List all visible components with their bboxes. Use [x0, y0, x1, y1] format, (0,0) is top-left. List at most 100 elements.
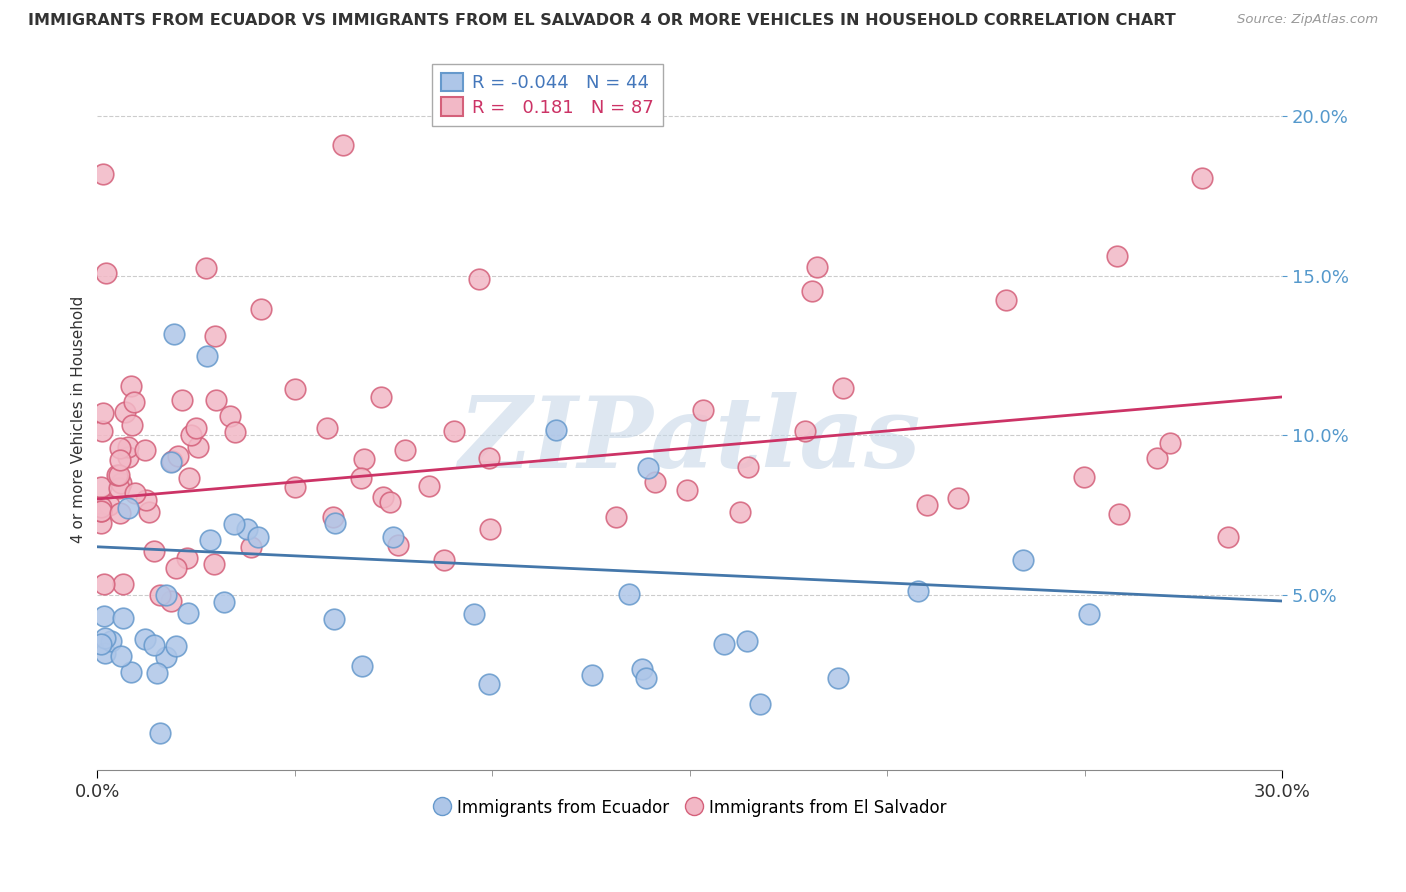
Point: [907, 583, 929, 598]
Point: [107, 467, 129, 482]
Point: [463, 607, 485, 621]
Point: [90, 480, 112, 494]
Point: [165, 561, 187, 575]
Point: [240, 540, 263, 554]
Point: [619, 587, 641, 601]
Point: [1191, 171, 1213, 186]
Point: [630, 662, 652, 676]
Point: [353, 452, 375, 467]
Point: [91, 425, 114, 439]
Point: [832, 381, 855, 395]
Point: [112, 611, 135, 625]
Point: [94, 266, 117, 280]
Point: [418, 478, 440, 492]
Point: [177, 607, 200, 621]
Point: [1146, 451, 1168, 466]
Point: [163, 327, 186, 342]
Point: [468, 272, 491, 286]
Point: [138, 505, 160, 519]
Point: [247, 531, 270, 545]
Point: [322, 509, 344, 524]
Point: [90, 500, 112, 514]
Point: [478, 523, 501, 537]
Point: [91, 406, 114, 420]
Point: [100, 634, 122, 648]
Point: [202, 557, 225, 571]
Point: [143, 638, 166, 652]
Point: [948, 491, 970, 506]
Point: [159, 593, 181, 607]
Point: [1159, 435, 1181, 450]
Point: [135, 493, 157, 508]
Point: [581, 668, 603, 682]
Point: [120, 378, 142, 392]
Point: [478, 451, 501, 466]
Point: [124, 486, 146, 500]
Point: [160, 454, 183, 468]
Point: [117, 450, 139, 464]
Text: Source: ZipAtlas.com: Source: ZipAtlas.com: [1237, 13, 1378, 27]
Point: [170, 393, 193, 408]
Point: [713, 637, 735, 651]
Point: [371, 490, 394, 504]
Point: [605, 510, 627, 524]
Point: [284, 382, 307, 396]
Point: [121, 418, 143, 433]
Point: [110, 506, 132, 520]
Point: [214, 595, 236, 609]
Point: [117, 440, 139, 454]
Point: [735, 634, 758, 648]
Point: [801, 284, 824, 298]
Point: [316, 421, 339, 435]
Point: [378, 494, 401, 508]
Point: [1073, 469, 1095, 483]
Point: [90, 504, 112, 518]
Point: [676, 483, 699, 498]
Point: [915, 498, 938, 512]
Point: [198, 533, 221, 547]
Point: [350, 659, 373, 673]
Point: [204, 329, 226, 343]
Point: [177, 471, 200, 485]
Point: [728, 505, 751, 519]
Point: [159, 455, 181, 469]
Point: [176, 550, 198, 565]
Point: [108, 441, 131, 455]
Point: [149, 588, 172, 602]
Point: [149, 726, 172, 740]
Point: [323, 516, 346, 530]
Point: [1216, 530, 1239, 544]
Point: [108, 453, 131, 467]
Point: [93, 646, 115, 660]
Point: [1108, 507, 1130, 521]
Point: [443, 424, 465, 438]
Point: [387, 538, 409, 552]
Point: [478, 676, 501, 690]
Point: [1105, 248, 1128, 262]
Point: [117, 501, 139, 516]
Point: [827, 671, 849, 685]
Point: [433, 553, 456, 567]
Point: [806, 260, 828, 274]
Point: [93, 609, 115, 624]
Text: IMMIGRANTS FROM ECUADOR VS IMMIGRANTS FROM EL SALVADOR 4 OR MORE VEHICLES IN HOU: IMMIGRANTS FROM ECUADOR VS IMMIGRANTS FR…: [28, 13, 1175, 29]
Point: [323, 612, 346, 626]
Point: [793, 424, 815, 438]
Point: [111, 576, 134, 591]
Point: [142, 544, 165, 558]
Point: [546, 423, 568, 437]
Point: [637, 460, 659, 475]
Point: [167, 450, 190, 464]
Point: [394, 443, 416, 458]
Point: [110, 649, 132, 664]
Legend: Immigrants from Ecuador, Immigrants from El Salvador: Immigrants from Ecuador, Immigrants from…: [426, 791, 953, 825]
Point: [155, 649, 177, 664]
Point: [332, 138, 354, 153]
Point: [105, 467, 128, 482]
Point: [1012, 552, 1035, 566]
Point: [634, 671, 657, 685]
Point: [184, 421, 207, 435]
Point: [284, 480, 307, 494]
Point: [382, 530, 405, 544]
Point: [91, 167, 114, 181]
